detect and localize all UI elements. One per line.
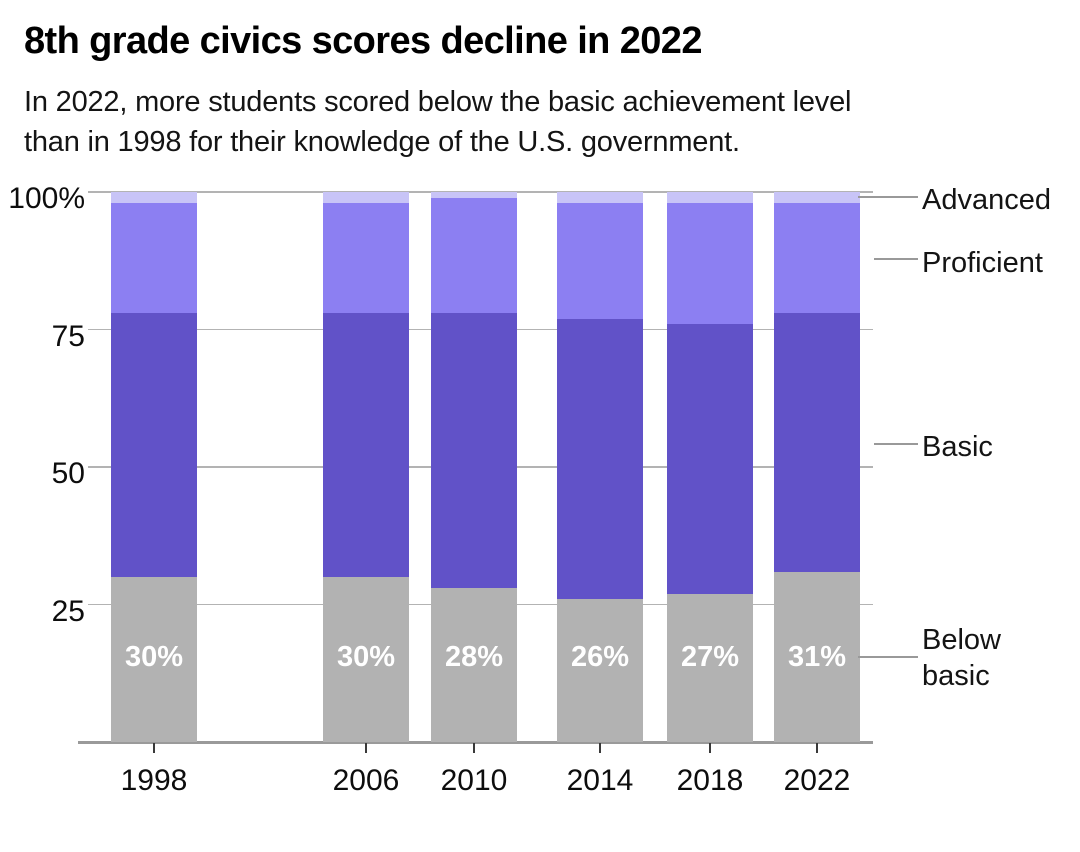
x-tick-1998	[152, 743, 156, 753]
subtitle-line-1: In 2022, more students scored below the …	[24, 86, 852, 118]
x-axis-label-2018: 2018	[676, 764, 744, 797]
segment-proficient-2006	[323, 203, 409, 313]
bar-2010: 28%	[431, 192, 517, 742]
y-axis-label-75: 75	[51, 319, 85, 353]
segment-below-basic-2018	[667, 593, 753, 742]
chart-subtitle: In 2022, more students scored below the …	[24, 82, 851, 162]
segment-advanced-1998	[111, 192, 197, 203]
subtitle-line-2: than in 1998 for their knowledge of the …	[24, 126, 740, 158]
legend-label-proficient: Proficient	[922, 247, 1043, 279]
bar-value-label-2014: 26%	[570, 641, 630, 673]
y-axis-label-25: 25	[51, 594, 85, 628]
bar-1998: 30%	[111, 192, 197, 742]
segment-below-basic-2006	[323, 577, 409, 742]
segment-basic-2014	[557, 318, 643, 599]
segment-basic-2010	[431, 313, 517, 588]
bar-value-label-1998: 30%	[124, 641, 184, 673]
segment-advanced-2006	[323, 192, 409, 203]
legend-label-basic: Basic	[922, 431, 993, 463]
segment-proficient-2018	[667, 203, 753, 324]
legend-label-advanced: Advanced	[922, 184, 1051, 216]
segment-below-basic-1998	[111, 577, 197, 742]
x-tick-2006	[364, 743, 368, 753]
x-tick-2014	[598, 743, 602, 753]
gridline-100	[88, 191, 873, 193]
bar-2006: 30%	[323, 192, 409, 742]
legend-leader-advanced	[858, 196, 918, 198]
bar-value-label-2022: 31%	[787, 641, 847, 673]
segment-advanced-2010	[431, 192, 517, 198]
legend-leader-basic	[874, 443, 918, 445]
x-tick-2010	[472, 743, 476, 753]
legend-leader-proficient	[874, 258, 918, 260]
bar-value-label-2006: 30%	[336, 641, 396, 673]
x-tick-2018	[708, 743, 712, 753]
segment-proficient-1998	[111, 203, 197, 313]
bar-2018: 27%	[667, 192, 753, 742]
segment-advanced-2018	[667, 192, 753, 203]
segment-basic-2022	[774, 313, 860, 572]
segment-proficient-2010	[431, 197, 517, 313]
segment-proficient-2022	[774, 203, 860, 313]
segment-basic-2018	[667, 324, 753, 594]
x-axis-label-2006: 2006	[332, 764, 400, 797]
bar-value-label-2010: 28%	[444, 641, 504, 673]
segment-proficient-2014	[557, 203, 643, 319]
segment-basic-1998	[111, 313, 197, 577]
y-axis-label-100: 100%	[8, 182, 85, 215]
segment-below-basic-2010	[431, 588, 517, 742]
x-axis-label-2010: 2010	[440, 764, 508, 797]
bar-2014: 26%	[557, 192, 643, 742]
segment-advanced-2022	[774, 192, 860, 203]
segment-advanced-2014	[557, 192, 643, 203]
bar-2022: 31%	[774, 192, 860, 742]
x-axis-line	[78, 741, 873, 744]
bar-value-label-2018: 27%	[680, 641, 740, 673]
segment-below-basic-2022	[774, 571, 860, 742]
page-title: 8th grade civics scores decline in 2022	[24, 20, 702, 62]
segment-basic-2006	[323, 313, 409, 577]
x-axis-label-2014: 2014	[566, 764, 634, 797]
x-axis-label-2022: 2022	[783, 764, 851, 797]
legend-leader-below-basic	[858, 656, 918, 658]
x-tick-2022	[815, 743, 819, 753]
x-axis-label-1998: 1998	[120, 764, 188, 797]
segment-below-basic-2014	[557, 599, 643, 742]
legend-label-below-basic: Below basic	[922, 624, 1001, 692]
y-axis-label-50: 50	[51, 457, 85, 490]
